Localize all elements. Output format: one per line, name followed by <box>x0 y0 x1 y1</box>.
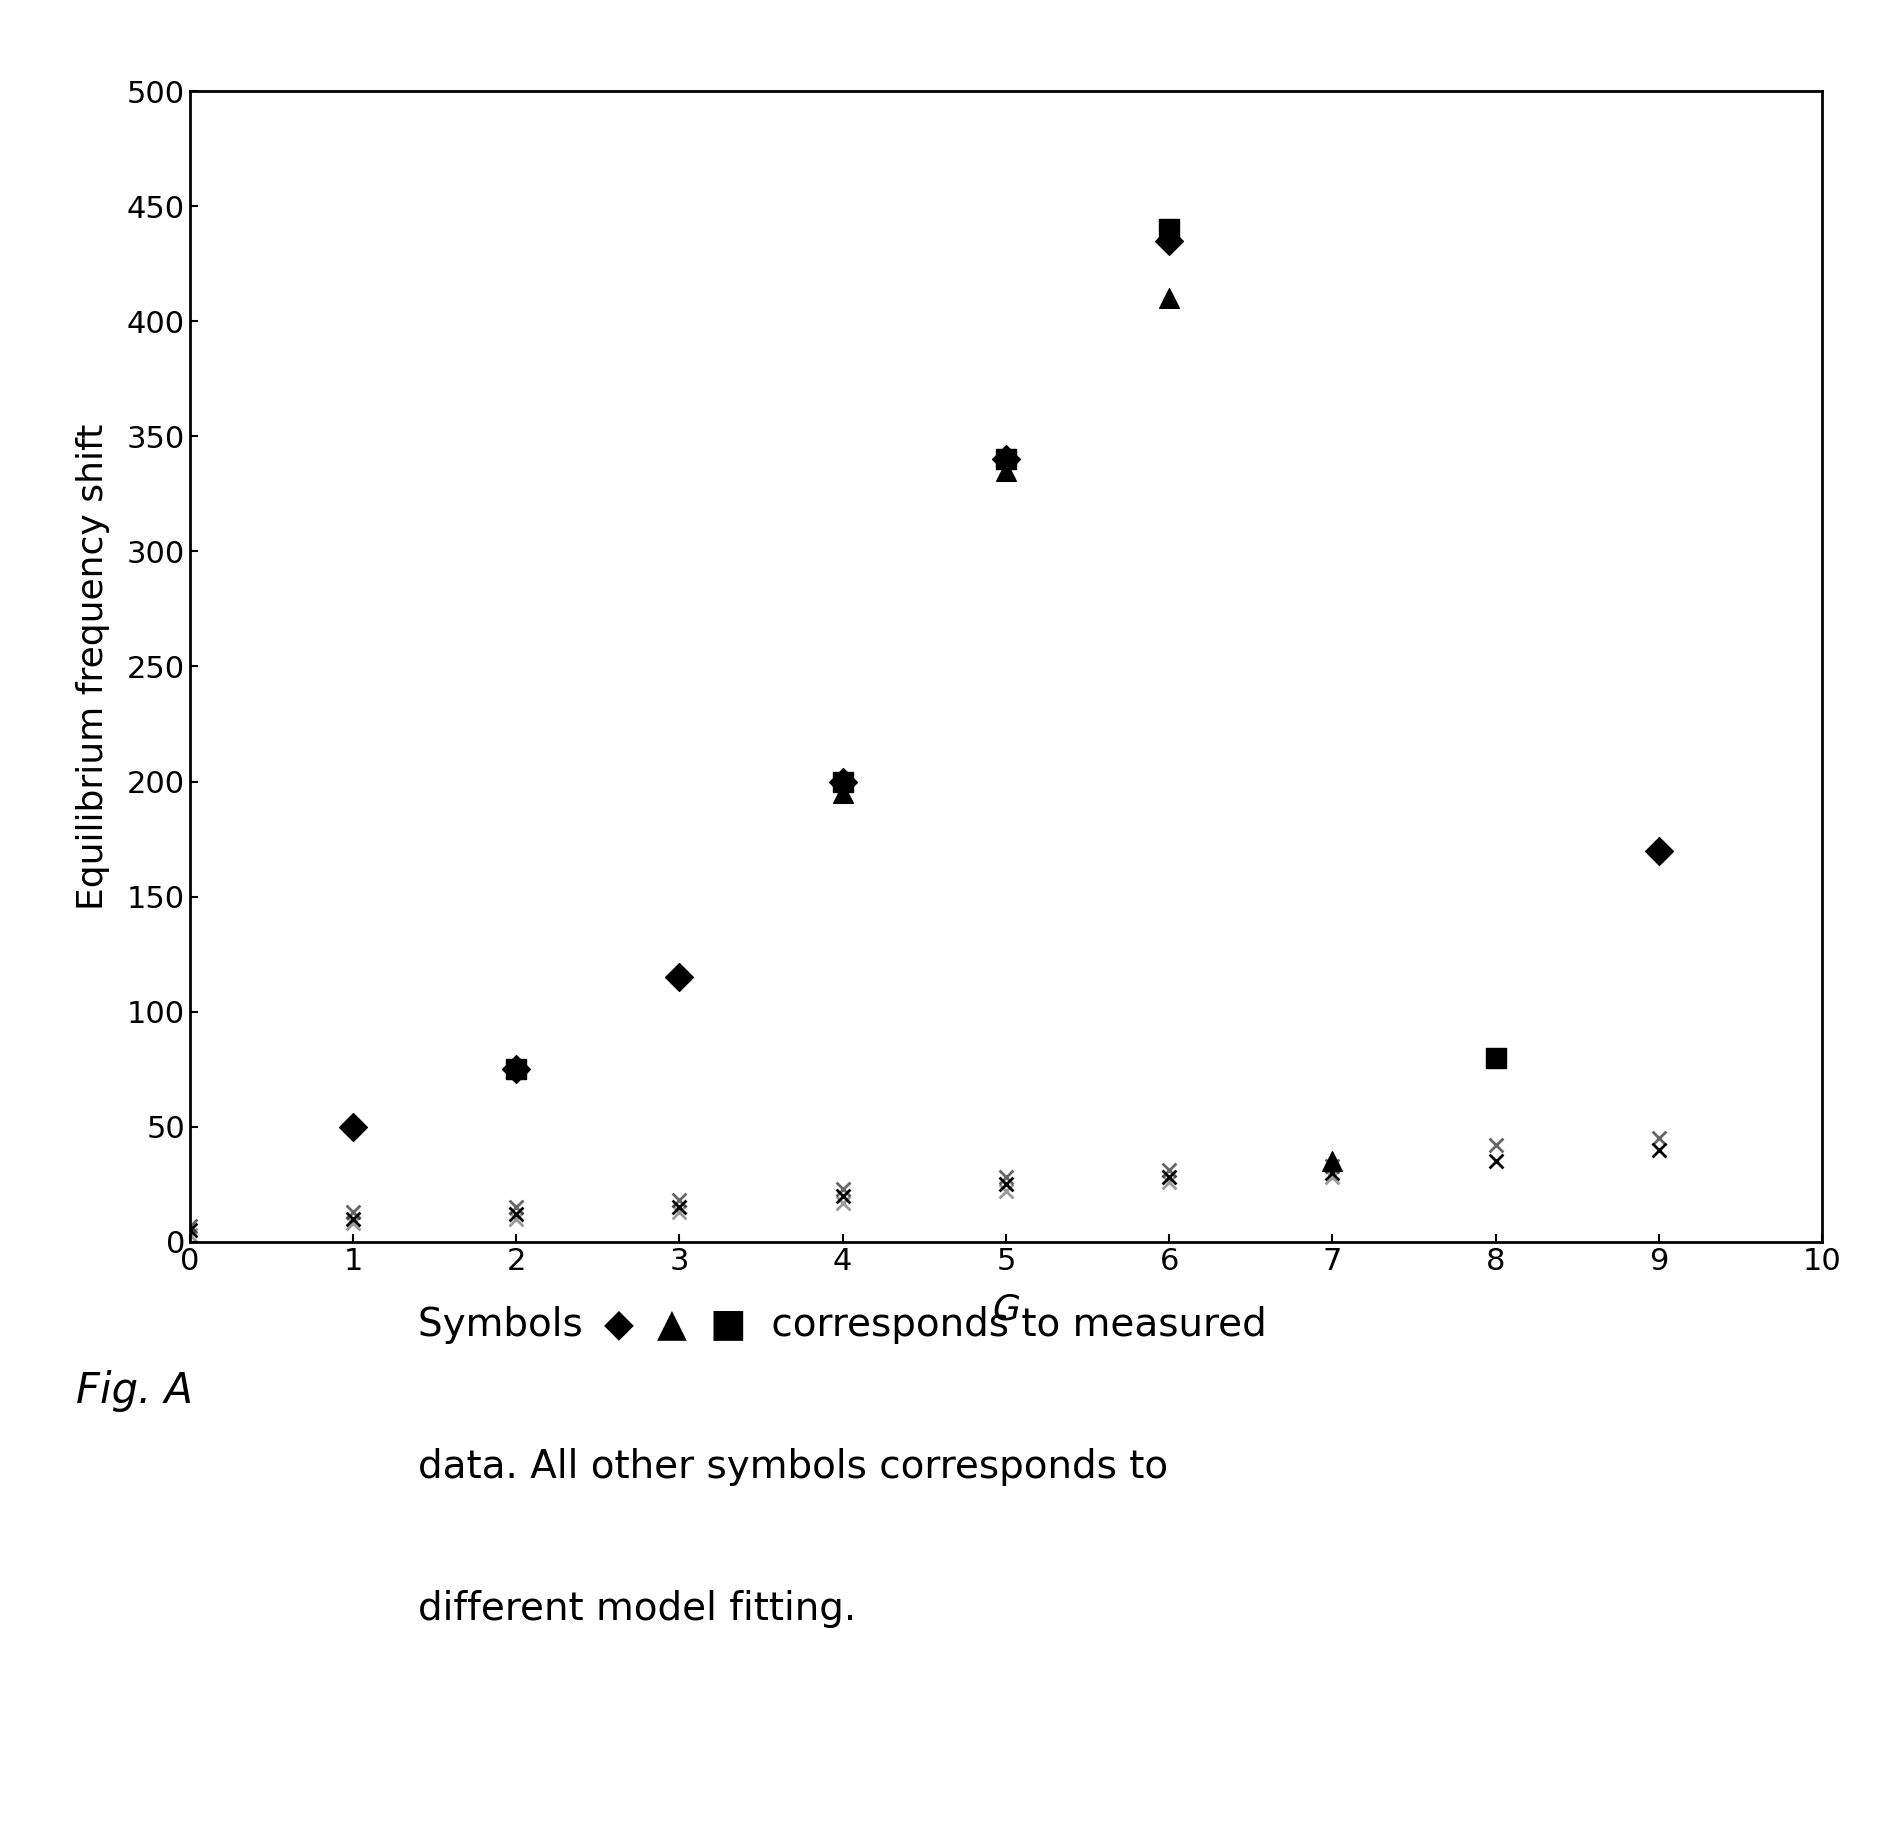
Point <box>991 1176 1021 1205</box>
Point <box>664 1198 695 1227</box>
Point <box>1480 1043 1511 1072</box>
Point <box>828 767 858 796</box>
Point <box>1154 215 1184 245</box>
Point <box>1154 1167 1184 1196</box>
Point <box>501 1200 531 1229</box>
Point <box>991 446 1021 475</box>
Y-axis label: Equilibrium frequency shift: Equilibrium frequency shift <box>76 424 110 909</box>
Text: data. All other symbols corresponds to: data. All other symbols corresponds to <box>418 1448 1167 1486</box>
Point <box>828 767 858 796</box>
Point <box>501 1055 531 1085</box>
Point <box>1317 1158 1348 1187</box>
Point <box>664 1192 695 1222</box>
Point <box>828 1189 858 1218</box>
Point <box>1154 1163 1184 1192</box>
Text: different model fitting.: different model fitting. <box>418 1590 856 1629</box>
Point <box>338 1203 368 1233</box>
Point <box>175 1211 205 1240</box>
Point <box>338 1198 368 1227</box>
Point <box>991 1163 1021 1192</box>
Point <box>501 1203 531 1233</box>
Point <box>1644 1136 1674 1165</box>
Text: ■: ■ <box>710 1306 746 1344</box>
Point <box>1644 1123 1674 1152</box>
Point <box>664 1185 695 1214</box>
Point <box>1154 1156 1184 1185</box>
Point <box>501 1055 531 1085</box>
Point <box>1317 1150 1348 1180</box>
Point <box>501 1192 531 1222</box>
Point <box>991 446 1021 475</box>
Point <box>828 1181 858 1211</box>
Point <box>664 962 695 992</box>
Text: Fig. A: Fig. A <box>76 1370 194 1411</box>
Point <box>1317 1163 1348 1192</box>
Point <box>501 1055 531 1085</box>
Text: ◆: ◆ <box>604 1306 634 1344</box>
Point <box>1644 836 1674 866</box>
Point <box>1480 1130 1511 1160</box>
Point <box>991 1170 1021 1200</box>
Point <box>1154 283 1184 312</box>
Text: corresponds to measured: corresponds to measured <box>759 1306 1268 1344</box>
Point <box>828 778 858 807</box>
Point <box>1480 1147 1511 1176</box>
Point <box>338 1112 368 1141</box>
Point <box>991 456 1021 486</box>
Point <box>175 1216 205 1245</box>
Text: Symbols: Symbols <box>418 1306 594 1344</box>
Text: ▲: ▲ <box>657 1306 687 1344</box>
Point <box>175 1220 205 1249</box>
Point <box>1317 1147 1348 1176</box>
Point <box>338 1209 368 1238</box>
Point <box>828 1174 858 1203</box>
X-axis label: G: G <box>993 1293 1019 1326</box>
Point <box>1154 226 1184 256</box>
